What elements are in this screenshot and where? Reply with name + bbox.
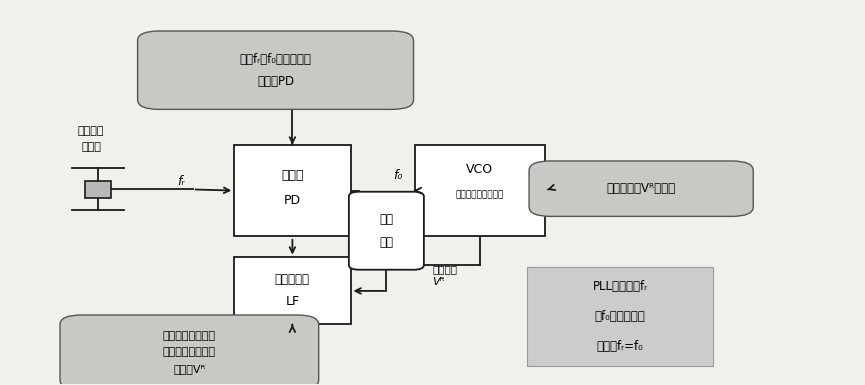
Text: 利用低通带滤波器: 利用低通带滤波器 [163, 331, 216, 341]
Text: 流电压Vᴿ: 流电压Vᴿ [173, 364, 206, 374]
FancyBboxPatch shape [349, 192, 424, 270]
Text: 环路滤波器: 环路滤波器 [275, 273, 310, 286]
Text: 与f₀，再经反馈: 与f₀，再经反馈 [594, 310, 645, 323]
Text: PD: PD [284, 194, 301, 207]
Text: Vᴿ: Vᴿ [432, 277, 445, 287]
Text: 环路: 环路 [380, 236, 394, 249]
FancyBboxPatch shape [234, 145, 350, 236]
Text: 鉴相器: 鉴相器 [281, 169, 304, 182]
Text: 反馈: 反馈 [380, 213, 394, 226]
FancyBboxPatch shape [234, 258, 350, 325]
Text: （电压控制振荡器）: （电压控制振荡器） [456, 190, 504, 199]
Text: 差信号PD: 差信号PD [257, 75, 294, 88]
FancyBboxPatch shape [415, 145, 545, 236]
FancyBboxPatch shape [138, 31, 413, 109]
FancyBboxPatch shape [528, 267, 713, 367]
Text: fᵣ: fᵣ [177, 174, 184, 187]
Text: 控制使fᵣ=f₀: 控制使fᵣ=f₀ [597, 340, 644, 353]
Text: 基准频率: 基准频率 [78, 126, 105, 136]
Text: 直流电压: 直流电压 [432, 264, 458, 274]
Text: f₀: f₀ [394, 169, 403, 182]
FancyBboxPatch shape [85, 181, 111, 198]
Text: PLL用来比较fᵣ: PLL用来比较fᵣ [593, 280, 648, 293]
FancyBboxPatch shape [60, 315, 318, 385]
Text: VCO: VCO [466, 163, 494, 176]
Text: 把误差信号变成直: 把误差信号变成直 [163, 347, 216, 357]
Text: 振荡器: 振荡器 [81, 142, 101, 152]
Text: 振荡频率随Vᴿ而变化: 振荡频率随Vᴿ而变化 [606, 182, 676, 195]
FancyBboxPatch shape [529, 161, 753, 216]
Text: LF: LF [285, 295, 299, 308]
Text: 比较fᵣ与f₀从而产生误: 比较fᵣ与f₀从而产生误 [240, 53, 311, 66]
